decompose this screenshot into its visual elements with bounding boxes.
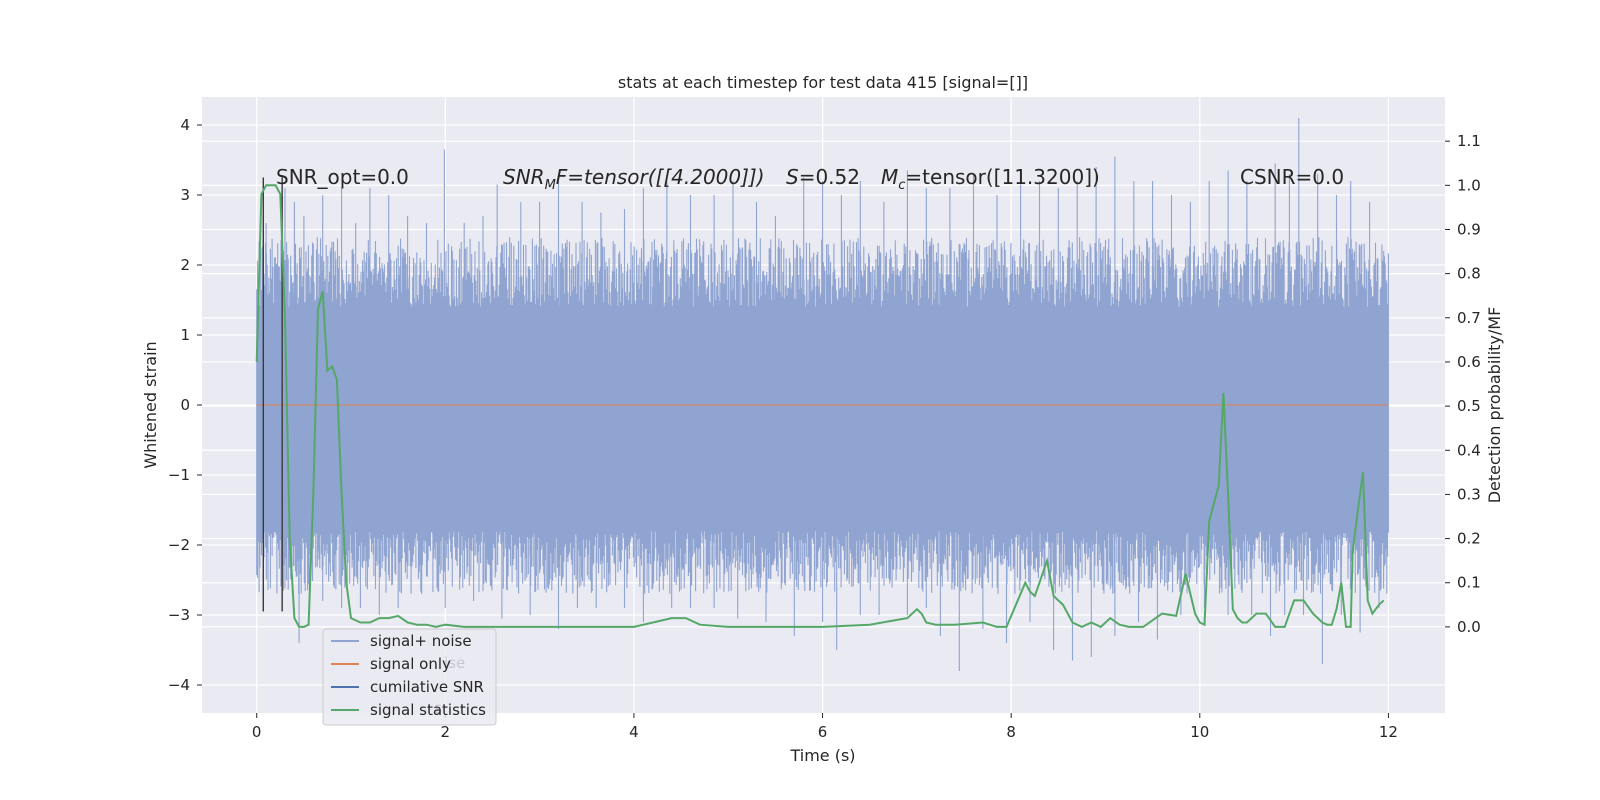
y-tick-label-right-8: 0.3 — [1457, 485, 1481, 503]
y-tick-label-left-8: −4 — [168, 676, 190, 694]
legend-ghost-text-2: s — [434, 699, 442, 717]
y-tick-label-left-0: 4 — [180, 116, 190, 134]
legend-label-cumilative-snr: cumilative SNR — [370, 678, 484, 696]
y-tick-label-right-6: 0.5 — [1457, 397, 1481, 415]
x-tick-label-1: 2 — [441, 723, 451, 741]
y-tick-label-right-11: 0.0 — [1457, 618, 1481, 636]
y-tick-label-right-3: 0.8 — [1457, 265, 1481, 283]
x-tick-label-0: 0 — [252, 723, 262, 741]
y-tick-label-left-7: −3 — [168, 606, 190, 624]
x-tick-label-2: 4 — [629, 723, 639, 741]
legend-label-signal-only: signal only — [370, 655, 451, 673]
x-tick-label-5: 10 — [1190, 723, 1209, 741]
signal-statistics-line — [255, 184, 1385, 629]
y-tick-label-left-1: 3 — [180, 186, 190, 204]
legend: ise s signal+ noise signal only cumilati… — [322, 628, 497, 726]
y-tick-label-right-4: 0.7 — [1457, 309, 1481, 327]
legend-label-signal-noise: signal+ noise — [370, 632, 472, 650]
legend-label-signal-statistics: signal statistics — [370, 701, 486, 719]
annotation-snr-mf: SNRMF=tensor([[4.2000]]) — [503, 165, 765, 193]
y-tick-label-right-10: 0.1 — [1457, 574, 1481, 592]
annotation-csnr: CSNR=0.0 — [1240, 165, 1344, 189]
legend-box — [322, 628, 497, 726]
annotation-mc: Mc=tensor([11.3200]) — [881, 165, 1100, 193]
y-tick-label-right-1: 1.0 — [1457, 176, 1481, 194]
annotation-s: S=0.52 — [786, 165, 860, 189]
y-tick-label-left-6: −2 — [168, 536, 190, 554]
y-tick-label-left-3: 1 — [180, 326, 190, 344]
chart-title: stats at each timestep for test data 415… — [618, 73, 1028, 92]
x-tick-label-6: 12 — [1379, 723, 1398, 741]
y-tick-label-right-2: 0.9 — [1457, 220, 1481, 238]
y-axis-label-right: Detection probability/MF — [1485, 307, 1504, 504]
signal-statistics-layer — [255, 184, 1385, 629]
x-tick-label-3: 6 — [818, 723, 828, 741]
signal-noise-layer — [256, 118, 1389, 671]
y-tick-label-left-4: 0 — [180, 396, 190, 414]
y-tick-label-right-7: 0.4 — [1457, 441, 1481, 459]
legend-ghost-text: ise — [444, 654, 465, 672]
x-tick-label-4: 8 — [1006, 723, 1016, 741]
signal-noise-trace — [256, 118, 1389, 671]
y-tick-label-right-9: 0.2 — [1457, 530, 1481, 548]
y-tick-label-right-5: 0.6 — [1457, 353, 1481, 371]
annotation-snr-opt: SNR_opt=0.0 — [276, 165, 409, 189]
y-tick-label-right-0: 1.1 — [1457, 132, 1481, 150]
x-axis-label: Time (s) — [789, 746, 855, 765]
axis-ticks: 0 2 4 6 8 10 1243210−1−2−3−41.11.00.90.80.70.6… — [168, 116, 1481, 741]
y-axis-label-left: Whitened strain — [141, 341, 160, 468]
y-tick-label-left-5: −1 — [168, 466, 190, 484]
y-tick-label-left-2: 2 — [180, 256, 190, 274]
